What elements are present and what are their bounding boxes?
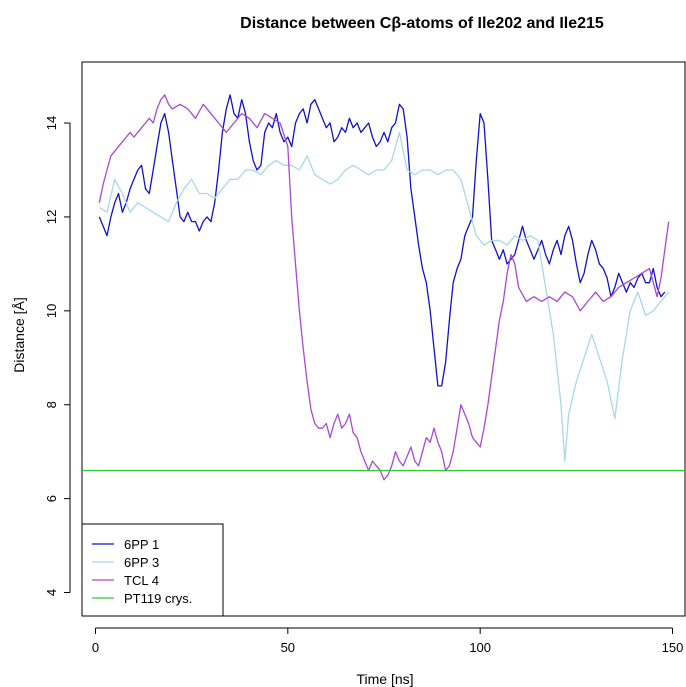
y-tick-label: 8 bbox=[44, 401, 59, 408]
y-axis: 4 6 8 10 12 14 bbox=[44, 116, 71, 596]
x-tick-label: 0 bbox=[92, 640, 99, 655]
x-tick-label: 50 bbox=[281, 640, 295, 655]
x-tick-label: 150 bbox=[662, 640, 684, 655]
legend-entry: PT119 crys. bbox=[124, 591, 192, 606]
y-axis-label: Distance [Å] bbox=[11, 297, 27, 372]
legend-entry: 6PP 1 bbox=[124, 537, 159, 552]
x-tick-label: 100 bbox=[469, 640, 491, 655]
series-line-tcl-4 bbox=[98, 94, 670, 481]
legend-entry: TCL 4 bbox=[124, 573, 159, 588]
legend-box bbox=[81, 523, 224, 617]
legend-entry: 6PP 3 bbox=[124, 555, 159, 570]
series-line-6pp-3 bbox=[98, 131, 670, 462]
series-layer bbox=[82, 94, 686, 481]
y-tick-label: 4 bbox=[44, 589, 59, 596]
y-tick-label: 10 bbox=[44, 304, 59, 318]
x-axis: 0 50 100 150 bbox=[92, 627, 684, 655]
series-line-6pp-1 bbox=[98, 94, 666, 387]
y-tick-label: 6 bbox=[44, 495, 59, 502]
legend: 6PP 1 6PP 3 TCL 4 PT119 crys. bbox=[81, 523, 224, 617]
x-axis-label: Time [ns] bbox=[356, 671, 413, 687]
chart-title: Distance between Cβ-atoms of Ile202 and … bbox=[240, 15, 604, 32]
y-tick-label: 14 bbox=[44, 116, 59, 130]
plot-frame bbox=[81, 61, 686, 617]
y-tick-label: 12 bbox=[44, 210, 59, 224]
